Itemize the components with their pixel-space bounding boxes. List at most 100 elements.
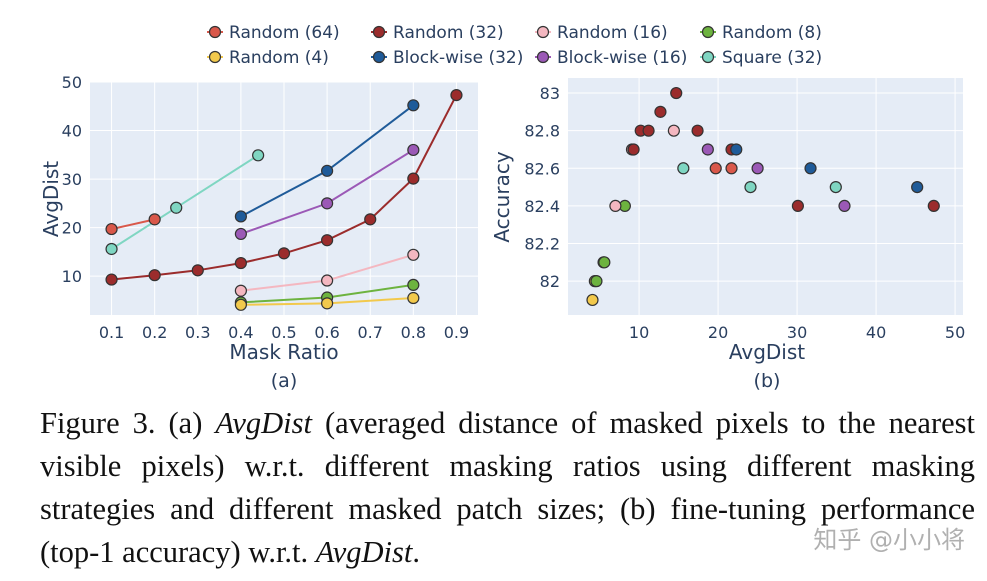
legend-item-random32[interactable]: Random (32): [371, 23, 504, 43]
panel-b-x-tick-label: 40: [866, 323, 886, 342]
figure-caption: Figure 3. (a) AvgDist (averaged distance…: [40, 402, 975, 574]
legend-label-square32: Square (32): [722, 48, 822, 68]
panel-a-line-random64: [111, 218, 155, 231]
panel-b-point-random8: [598, 256, 611, 269]
panel-a-point-random16: [407, 248, 420, 261]
panel-b-point-random32: [654, 105, 667, 118]
panel-b-y-tick-label: 82.8: [524, 122, 560, 141]
panel-a-point-block16: [321, 197, 334, 210]
panel-a-x-axis-title: Mask Ratio: [229, 340, 338, 364]
panel-a-point-random32: [321, 234, 334, 247]
panel-a-point-random32: [364, 213, 377, 226]
panel-a-point-square32: [170, 201, 183, 214]
panel-a-point-random32: [105, 273, 118, 286]
panel-a-x-ticks: 0.1 0.2 0.3 0.4 0.5 0.6 0.7 0.8 0.9: [99, 323, 469, 342]
panel-a-point-square32: [105, 242, 118, 256]
panel-b-y-axis-title: Accuracy: [490, 151, 514, 242]
panel-b-point-random16: [609, 199, 622, 213]
panel-a-y-tick-label: 30: [62, 170, 82, 189]
panel-a-x-tick-label: 0.7: [357, 323, 382, 342]
panel-a: 0.1 0.2 0.3 0.4 0.5 0.6 0.7 0.8 0.9 10 20 30 40 50 M…: [39, 73, 478, 392]
legend-label-random4: Random (4): [229, 48, 329, 68]
panel-a-y-tick-label: 20: [62, 219, 82, 238]
panel-a-y-tick-label: 10: [62, 267, 82, 286]
legend: Random (64) Random (32) Random (16) Random …: [207, 23, 822, 68]
panel-a-point-random64: [105, 222, 118, 236]
panel-a-x-tick-label: 0.5: [271, 323, 296, 342]
panel-b-y-tick-label: 82.6: [524, 159, 560, 178]
panel-b-y-tick-label: 82.4: [524, 197, 560, 216]
panel-a-point-random32: [191, 264, 204, 277]
panel-a-point-random32: [450, 89, 463, 102]
panel-b-y-tick-label: 82.2: [524, 235, 560, 254]
panel-b-x-tick-label: 10: [629, 323, 649, 342]
panel-b-y-tick-label: 83: [540, 84, 560, 103]
panel-a-y-tick-label: 50: [62, 73, 82, 92]
panel-a-point-random32: [407, 172, 420, 185]
panel-a-x-tick-label: 0.4: [228, 323, 253, 342]
panel-a-x-tick-label: 0.8: [401, 323, 426, 342]
panel-a-point-block16: [234, 227, 247, 241]
legend-label-random8: Random (8): [722, 23, 822, 43]
panel-a-y-tick-label: 40: [62, 122, 82, 141]
panel-b-point-block32: [804, 162, 817, 175]
panel-b-point-random64: [725, 162, 738, 175]
legend-marker-random32: [372, 25, 386, 39]
panel-a-x-tick-label: 0.3: [185, 323, 210, 342]
legend-marker-block32: [372, 50, 386, 64]
panel-a-point-random16: [234, 284, 247, 297]
legend-item-random4[interactable]: Random (4): [207, 48, 329, 68]
panel-a-x-tick-label: 0.9: [444, 323, 469, 342]
panel-b-point-random32: [691, 124, 704, 137]
panel-b-point-block16: [701, 143, 714, 156]
panel-a-point-random32: [277, 247, 291, 260]
panel-a-point-block32: [407, 99, 420, 112]
panel-b-point-random32: [627, 143, 640, 156]
panel-a-points: [105, 89, 463, 311]
legend-label-random32: Random (32): [393, 23, 504, 43]
panel-b-point-random32: [791, 199, 804, 213]
panel-b-point-square32: [744, 180, 757, 194]
panel-a-x-tick-label: 0.2: [142, 323, 167, 342]
legend-item-random64[interactable]: Random (64): [207, 23, 340, 43]
panel-b-point-block16: [838, 199, 851, 213]
panel-b-point-square32: [677, 162, 690, 175]
panel-b-point-square32: [829, 180, 842, 194]
legend-marker-random16: [536, 25, 550, 39]
panel-b-grid: [568, 78, 963, 315]
legend-marker-square32: [701, 50, 715, 64]
legend-item-random16[interactable]: Random (16): [535, 23, 668, 43]
panel-a-point-random64: [148, 213, 161, 226]
panel-b-point-random32: [670, 86, 683, 100]
legend-marker-block16: [536, 50, 550, 64]
caption-suffix: .: [412, 535, 420, 569]
panel-b-point-block32: [911, 180, 924, 194]
caption-term-avgdist: AvgDist: [215, 406, 312, 440]
panel-a-x-tick-label: 0.6: [314, 323, 339, 342]
panel-b-x-tick-label: 30: [787, 323, 807, 342]
panel-b-y-ticks: 82 82.2 82.4 82.6 82.8 83: [524, 84, 560, 291]
panel-b-point-random4: [586, 293, 599, 307]
legend-label-block32: Block-wise (32): [393, 48, 523, 68]
legend-item-random8[interactable]: Random (8): [700, 23, 822, 43]
legend-label-block16: Block-wise (16): [557, 48, 687, 68]
panel-b-point-random64: [709, 162, 722, 175]
legend-item-block16[interactable]: Block-wise (16): [535, 48, 687, 68]
panel-a-point-random8: [407, 278, 420, 292]
panel-b-y-tick-label: 82: [540, 272, 560, 291]
legend-item-block32[interactable]: Block-wise (32): [371, 48, 523, 68]
legend-marker-random64: [208, 25, 222, 39]
legend-marker-random4: [208, 50, 222, 64]
legend-label-random16: Random (16): [557, 23, 668, 43]
panel-a-point-square32: [252, 149, 265, 162]
panel-a-point-block32: [234, 210, 247, 223]
panel-b-x-ticks: 10 20 30 40 50: [629, 323, 965, 342]
panel-a-point-random4: [321, 297, 334, 310]
panel-b-label: (b): [754, 370, 781, 392]
legend-item-square32[interactable]: Square (32): [700, 48, 822, 68]
legend-marker-random8: [701, 25, 715, 39]
watermark: 知乎 @小小将: [813, 526, 965, 554]
panel-a-y-axis-title: AvgDist: [39, 161, 63, 237]
panel-b-point-block32: [730, 143, 743, 156]
